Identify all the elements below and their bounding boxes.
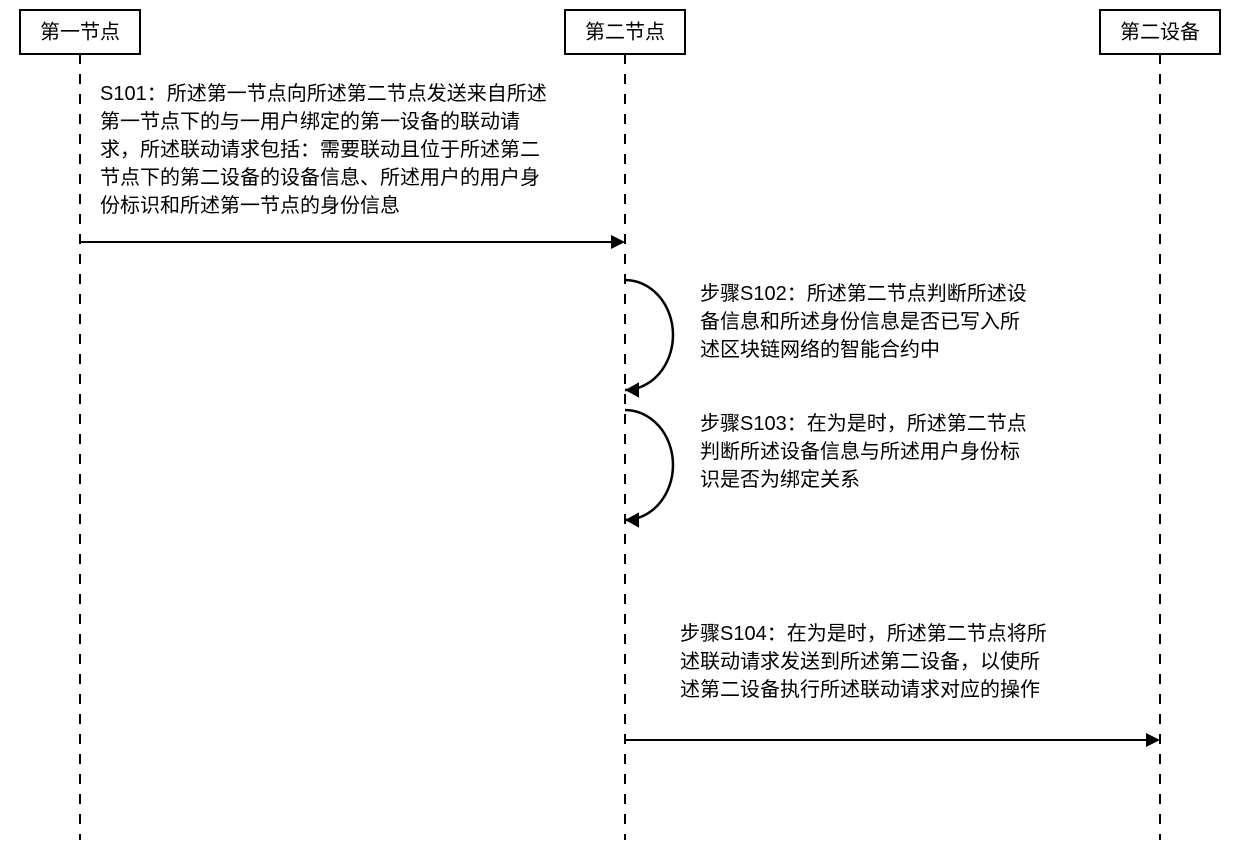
message-text-s101-line2: 求，所述联动请求包括：需要联动且位于所述第二 — [100, 138, 540, 161]
arrowhead — [1146, 733, 1160, 747]
message-text-s102-line0: 步骤S102：所述第二节点判断所述设 — [700, 282, 1027, 305]
message-text-s101-line4: 份标识和所述第一节点的身份信息 — [100, 194, 400, 217]
arrowhead — [625, 382, 639, 397]
message-text-s103-line1: 判断所述设备信息与所述用户身份标 — [700, 440, 1020, 463]
message-text-s104-line1: 述联动请求发送到所述第二设备，以使所 — [680, 650, 1040, 673]
lifeline-label-n2: 第二节点 — [585, 20, 665, 43]
message-text-s101-line3: 节点下的第二设备的设备信息、所述用户的用户身 — [100, 166, 540, 189]
self-message-arc-s102 — [625, 280, 673, 390]
message-text-s101-line1: 第一节点下的与一用户绑定的第一设备的联动请 — [100, 110, 520, 133]
sequence-diagram: 第一节点 第二节点 第二设备 S101：所述第一节点向所述第二节点发送来自所述第一节点… — [0, 0, 1240, 851]
lifeline-label-n1: 第一节点 — [40, 20, 120, 43]
message-text-s101-line0: S101：所述第一节点向所述第二节点发送来自所述 — [100, 82, 547, 105]
message-text-s103-line0: 步骤S103：在为是时，所述第二节点 — [700, 412, 1027, 435]
lifeline-label-d2: 第二设备 — [1120, 20, 1200, 43]
arrowhead — [625, 512, 639, 527]
message-text-s104-line0: 步骤S104：在为是时，所述第二节点将所 — [680, 622, 1047, 645]
message-text-s104-line2: 述第二设备执行所述联动请求对应的操作 — [680, 678, 1040, 701]
message-text-s103-line2: 识是否为绑定关系 — [700, 468, 860, 491]
arrowhead — [611, 235, 625, 249]
message-text-s102-line1: 备信息和所述身份信息是否已写入所 — [700, 310, 1020, 333]
message-text-s102-line2: 述区块链网络的智能合约中 — [700, 338, 940, 361]
self-message-arc-s103 — [625, 410, 673, 520]
